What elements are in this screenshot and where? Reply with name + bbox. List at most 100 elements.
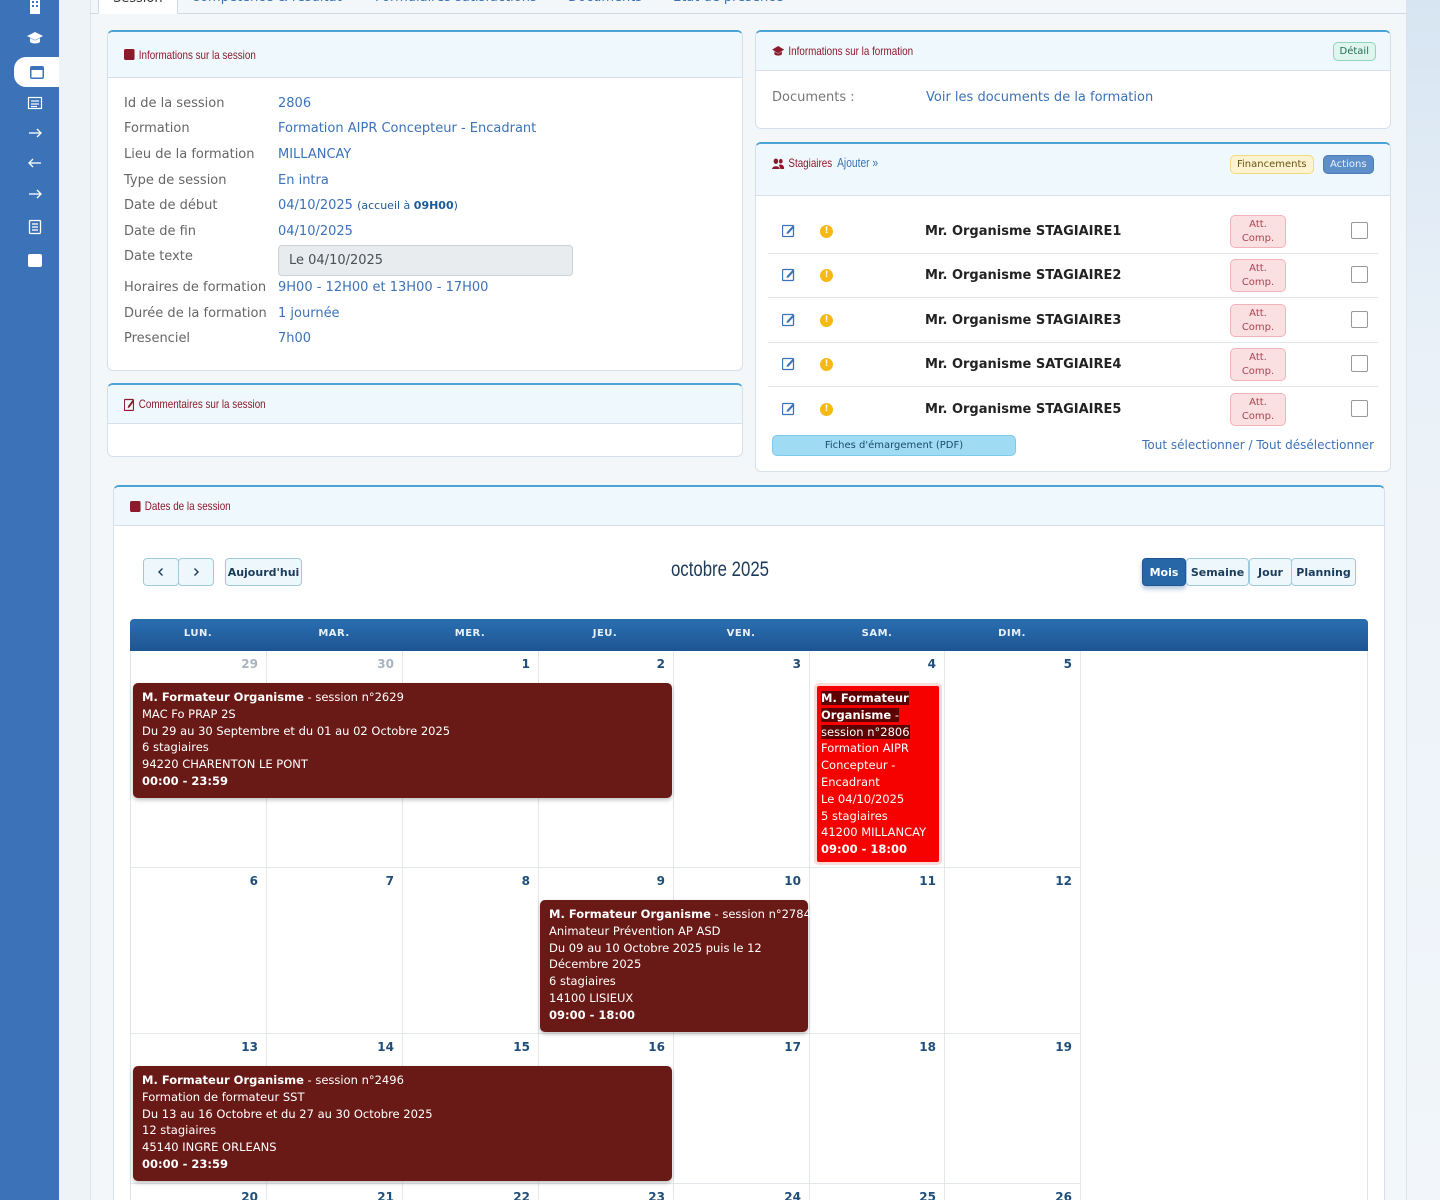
att-comp-button[interactable]: Att. Comp.	[1230, 304, 1286, 337]
calendar-event[interactable]: M. Formateur Organisme - session n°2784 …	[540, 900, 811, 1032]
tab-session[interactable]: Session	[98, 0, 178, 14]
calendar-icon	[130, 500, 141, 512]
stagiaire-name[interactable]: Mr. Organisme STAGIAIRE5	[925, 402, 1122, 417]
formation-info-panel: Informations sur la formation Détail Doc…	[755, 30, 1391, 129]
view-week-button[interactable]: Semaine	[1186, 558, 1249, 586]
view-day-button[interactable]: Jour	[1249, 558, 1292, 586]
stagiaire-row: ! Mr. Organisme STAGIAIRE1 Att. Comp.	[768, 210, 1378, 254]
dow-label: VEN.	[726, 628, 756, 639]
day-cell[interactable]: 26	[945, 1184, 1081, 1200]
calendar-icon-2[interactable]	[12, 246, 58, 274]
tab-documents[interactable]: Documents	[554, 0, 656, 14]
edit-icon[interactable]	[782, 313, 796, 327]
prev-button[interactable]	[143, 558, 179, 586]
dow-label: DIM.	[998, 628, 1026, 639]
warning-icon: !	[820, 269, 833, 282]
stagiaire-row: ! Mr. Organisme STAGIAIRE2 Att. Comp.	[768, 254, 1378, 298]
stagiaire-row: ! Mr. Organisme STAGIAIRE5 Att. Comp.	[768, 388, 1378, 432]
day-cell[interactable]: 8	[403, 868, 539, 1034]
calendar-icon[interactable]	[14, 57, 59, 87]
dow-label: LUN.	[183, 628, 213, 639]
chevron-right-icon	[194, 568, 199, 576]
arrow-left-icon[interactable]	[12, 149, 58, 177]
edit-icon[interactable]	[782, 357, 796, 371]
session-panel-title: Informations sur la session	[138, 47, 256, 62]
day-cell[interactable]: 12	[945, 868, 1081, 1034]
comments-panel-title: Commentaires sur la session	[138, 397, 266, 411]
calendar-panel-title: Dates de la session	[144, 499, 231, 513]
chevron-left-icon	[158, 568, 163, 576]
fiches-emargement-button[interactable]: Fiches d'émargement (PDF)	[772, 435, 1016, 456]
warning-icon: !	[820, 314, 833, 327]
stagiaire-checkbox[interactable]	[1351, 311, 1368, 328]
documents-link[interactable]: Voir les documents de la formation	[926, 90, 1154, 105]
day-cell[interactable]: 18	[810, 1034, 945, 1184]
dow-label: MER.	[454, 628, 486, 639]
building-icon[interactable]	[12, 0, 58, 20]
session-info-panel: Informations sur la session Id de la ses…	[107, 30, 743, 371]
day-cell[interactable]: 19	[945, 1034, 1081, 1184]
stagiaire-checkbox[interactable]	[1351, 266, 1368, 283]
att-comp-button[interactable]: Att. Comp.	[1230, 215, 1286, 248]
edit-icon	[124, 398, 135, 411]
dow-label: SAM.	[861, 628, 893, 639]
day-cell[interactable]: 7	[267, 868, 403, 1034]
day-cell[interactable]: 6	[131, 868, 267, 1034]
att-comp-button[interactable]: Att. Comp.	[1230, 393, 1286, 426]
actions-button[interactable]: Actions	[1323, 155, 1374, 174]
graduation-cap-icon[interactable]	[12, 24, 58, 52]
day-cell[interactable]: 3	[674, 651, 810, 868]
date-texte-input[interactable]: Le 04/10/2025	[278, 245, 573, 276]
select-all-link[interactable]: Tout sélectionner / Tout désélectionner	[1142, 438, 1374, 452]
stagiaire-checkbox[interactable]	[1351, 355, 1368, 372]
day-cell[interactable]: 25	[810, 1184, 945, 1200]
today-button[interactable]: Aujourd'hui	[225, 558, 302, 586]
day-cell[interactable]: 17	[674, 1034, 810, 1184]
stagiaire-name[interactable]: Mr. Organisme STAGIAIRE3	[925, 313, 1122, 328]
calendar-icon	[124, 49, 135, 60]
documents-label: Documents :	[772, 90, 855, 105]
tab-etat-presence[interactable]: Etat de présence	[659, 0, 797, 14]
stagiaire-name[interactable]: Mr. Organisme SATGIAIRE4	[925, 357, 1122, 372]
edit-icon[interactable]	[782, 224, 796, 238]
add-stagiaire-link[interactable]: Ajouter »	[837, 156, 879, 170]
stagiaire-name[interactable]: Mr. Organisme STAGIAIRE2	[925, 268, 1122, 283]
current-session-event[interactable]: M. Formateur Organisme - session n°2806 …	[817, 686, 939, 862]
day-cell[interactable]: 5	[945, 651, 1081, 868]
stagiaire-checkbox[interactable]	[1351, 400, 1368, 417]
users-icon	[772, 157, 785, 169]
day-cell[interactable]: 4	[810, 651, 945, 868]
day-cell[interactable]: 2	[539, 651, 674, 868]
stagiaire-checkbox[interactable]	[1351, 222, 1368, 239]
day-cell[interactable]: 22	[403, 1184, 539, 1200]
calendar-event[interactable]: M. Formateur Organisme - session n°2629 …	[133, 683, 672, 798]
att-comp-button[interactable]: Att. Comp.	[1230, 259, 1286, 292]
edit-icon[interactable]	[782, 402, 796, 416]
day-cell[interactable]: 16	[539, 1034, 674, 1184]
day-cell[interactable]: 10	[674, 868, 810, 1034]
att-comp-button[interactable]: Att. Comp.	[1230, 348, 1286, 381]
list-icon[interactable]	[12, 89, 58, 117]
background-decoration	[1406, 0, 1440, 1200]
day-cell[interactable]: 11	[810, 868, 945, 1034]
day-cell[interactable]: 23	[539, 1184, 674, 1200]
warning-icon: !	[820, 358, 833, 371]
detail-button[interactable]: Détail	[1332, 42, 1376, 61]
arrow-right-icon[interactable]	[12, 119, 58, 147]
day-cell[interactable]: 24	[674, 1184, 810, 1200]
dow-label: MAR.	[318, 628, 350, 639]
next-button[interactable]	[178, 558, 214, 586]
calendar-grid: 29 30 1 2 3 4 5 6 7 8 9 10 11 12 13 14 1…	[130, 651, 1368, 1200]
view-month-button[interactable]: Mois	[1142, 558, 1186, 586]
financements-button[interactable]: Financements	[1230, 155, 1314, 174]
stagiaire-name[interactable]: Mr. Organisme STAGIAIRE1	[925, 224, 1122, 239]
view-planning-button[interactable]: Planning	[1291, 558, 1356, 586]
day-cell[interactable]: 20	[131, 1184, 267, 1200]
edit-icon[interactable]	[782, 268, 796, 282]
document-list-icon[interactable]	[12, 213, 58, 241]
calendar-event[interactable]: M. Formateur Organisme - session n°2496 …	[133, 1066, 672, 1181]
arrow-right-icon-2[interactable]	[12, 180, 58, 208]
tab-competence[interactable]: Compétence & résultat	[177, 0, 356, 14]
tab-formulaires[interactable]: Formulaires satisfactions	[361, 0, 551, 14]
day-cell[interactable]: 21	[267, 1184, 403, 1200]
